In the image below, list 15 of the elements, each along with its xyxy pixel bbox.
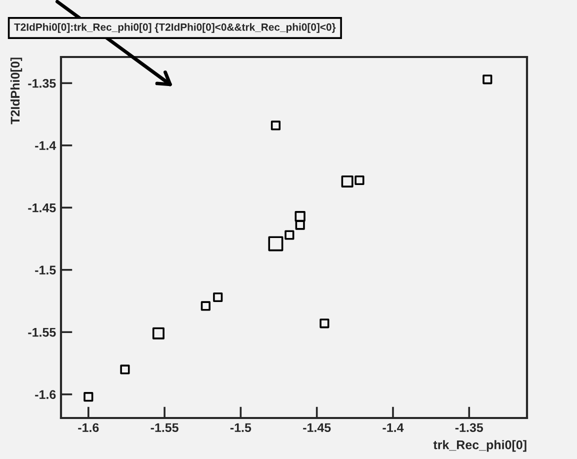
x-tick-label: -1.35 bbox=[455, 423, 484, 432]
x-tick-label: -1.5 bbox=[230, 423, 252, 432]
x-tick-label: -1.55 bbox=[150, 423, 178, 432]
y-tick-label: -1.6 bbox=[35, 390, 56, 399]
y-tick-label: -1.4 bbox=[35, 141, 56, 150]
y-tick-label: -1.5 bbox=[35, 266, 56, 275]
y-tick-label: -1.55 bbox=[28, 328, 56, 337]
x-tick-label: -1.45 bbox=[303, 423, 331, 432]
y-tick-label: -1.35 bbox=[28, 78, 56, 88]
x-tick-label: -1.6 bbox=[78, 423, 99, 432]
chart-title: T2IdPhi0[0]:trk_Rec_phi0[0] {T2IdPhi0[0]<0&&trk_Rec_phi0[0]<0} bbox=[14, 23, 336, 33]
y-tick-label: -1.45 bbox=[28, 204, 56, 212]
x-tick-label: -1.4 bbox=[382, 423, 404, 432]
x-axis-title: trk_Rec_phi0[0] bbox=[433, 440, 526, 452]
y-axis-title: T2IdPhi0[0] bbox=[10, 58, 22, 124]
